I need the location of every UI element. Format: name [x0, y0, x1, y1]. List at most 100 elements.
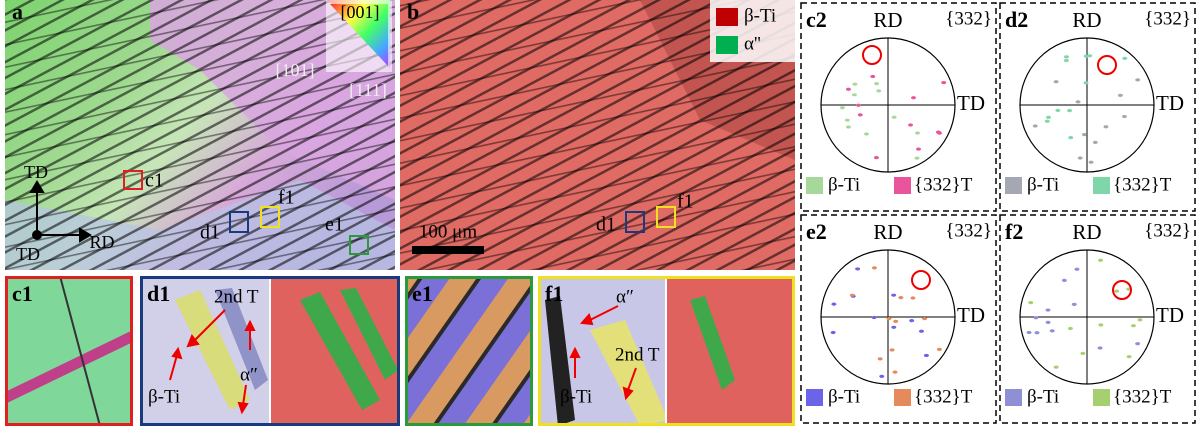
panel-label: c2	[806, 7, 827, 32]
legend-swatch	[806, 177, 823, 194]
pole-point	[831, 331, 836, 334]
pole-point	[874, 156, 879, 159]
pole-point	[864, 132, 869, 135]
pole-point	[831, 303, 836, 306]
td-label: TD	[1156, 303, 1184, 327]
pole-point	[1089, 161, 1094, 164]
pole-point	[1137, 318, 1142, 321]
rd-label: RD	[1072, 220, 1101, 244]
annotation: β-Ti	[148, 386, 180, 407]
pole-point	[1127, 355, 1132, 358]
pole-point	[1122, 115, 1127, 118]
legend-label: {332}T	[914, 174, 973, 195]
pole-point	[1064, 55, 1069, 58]
pole-point	[1072, 303, 1077, 306]
pole-point	[852, 83, 857, 86]
pole-point	[845, 119, 850, 122]
inset-f1: f1 α″ β-Ti 2nd T	[538, 276, 795, 426]
pole-point	[872, 316, 877, 319]
pole-point	[1076, 100, 1081, 103]
panel-label: f2	[1005, 219, 1023, 244]
figure: a [001] [101] [111] TD RD TD c1 d1 e1 f1…	[0, 0, 1198, 428]
pole-point	[878, 357, 883, 360]
pole-point	[1027, 331, 1032, 334]
plane-label: {332}	[945, 8, 992, 29]
pole-point	[1062, 279, 1067, 282]
axis-label: TD	[16, 244, 40, 264]
pole-point	[893, 371, 898, 374]
rd-label: RD	[873, 220, 902, 244]
pole-point	[1055, 109, 1060, 112]
legend-swatch	[1093, 177, 1110, 194]
pole-point	[909, 319, 914, 322]
annotation: β-Ti	[560, 386, 592, 407]
plane-label: {332}	[945, 220, 992, 241]
rd-label: RD	[1072, 8, 1101, 32]
pole-point	[1045, 120, 1050, 123]
pole-point	[941, 81, 946, 84]
annotation: 2nd T	[615, 344, 660, 365]
pole-point	[1118, 94, 1123, 97]
inset-d1: d1 2nd T α″ β-Ti	[140, 276, 400, 426]
pole-point	[915, 157, 920, 160]
pole-point	[1098, 259, 1103, 262]
pole-point	[919, 330, 924, 333]
panel-label: b	[407, 0, 419, 24]
pole-point	[1078, 156, 1083, 159]
legend-swatch	[716, 36, 738, 54]
legend-label: β-Ti	[744, 5, 776, 26]
box-label: d1	[200, 222, 220, 244]
legend-swatch	[806, 389, 823, 406]
pole-point	[908, 123, 913, 126]
legend-swatch	[1005, 389, 1022, 406]
pole-point	[1122, 57, 1127, 60]
scale-bar	[412, 246, 484, 254]
ipf-label: [101]	[276, 60, 315, 80]
pole-point	[1135, 342, 1140, 345]
pole-point	[846, 88, 851, 91]
legend-label: β-Ti	[828, 386, 860, 407]
pole-point	[856, 104, 861, 107]
legend-swatch	[716, 8, 738, 26]
annotation: α″	[616, 286, 634, 307]
pole-point	[893, 320, 898, 323]
box-label: d1	[596, 214, 616, 236]
legend-swatch	[894, 177, 911, 194]
map-a: a [001] [101] [111] TD RD TD c1 d1 e1 f1	[5, 0, 395, 270]
highlight-ring	[912, 271, 930, 289]
pole-point	[1114, 290, 1119, 293]
inset-image	[666, 276, 795, 426]
axis-label: RD	[89, 232, 114, 252]
rd-label: RD	[873, 8, 902, 32]
pole-point	[876, 89, 881, 92]
panel-label: a	[12, 0, 23, 24]
pole-point	[1093, 141, 1098, 144]
pole-point	[1135, 78, 1140, 81]
pole-point	[1068, 327, 1073, 330]
panel-label: c1	[12, 281, 33, 306]
pole-point	[855, 267, 860, 270]
td-label: TD	[957, 91, 985, 115]
pole-point	[1084, 81, 1089, 84]
pole-point	[937, 132, 942, 135]
legend-label: β-Ti	[1027, 174, 1059, 195]
pole-point	[1054, 366, 1059, 369]
box-label: f1	[677, 191, 694, 213]
legend-swatch	[1093, 389, 1110, 406]
pole-point	[1050, 329, 1055, 332]
ipf-label: [001]	[341, 2, 380, 22]
pole-point	[858, 113, 863, 116]
td-label: TD	[1156, 91, 1184, 115]
plane-label: {332}	[1144, 8, 1191, 29]
box-label: f1	[278, 187, 295, 209]
pole-point	[1034, 331, 1039, 334]
pole-point	[1080, 352, 1085, 355]
pole-point	[890, 348, 895, 351]
pole-point	[1046, 116, 1051, 119]
pole-point	[891, 326, 896, 329]
pole-point	[1084, 55, 1089, 58]
pole-point	[1098, 346, 1103, 349]
pole-point	[916, 147, 921, 150]
pole-point	[1046, 321, 1051, 324]
